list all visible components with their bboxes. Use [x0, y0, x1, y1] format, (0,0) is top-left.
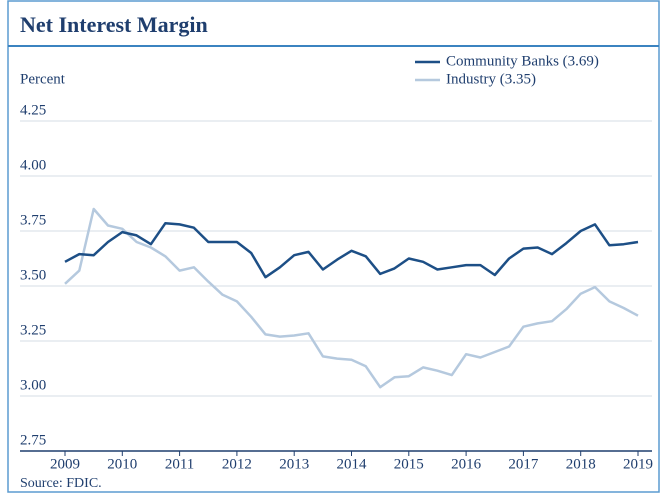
y-tick-label: 2.75: [20, 432, 46, 448]
x-tick-label: 2018: [566, 456, 596, 472]
series-line: [64, 222, 639, 279]
x-tick-label: 2011: [165, 456, 194, 472]
y-tick-label: 4.25: [20, 102, 46, 118]
x-tick-label: 2015: [394, 456, 424, 472]
y-tick-label: 3.50: [20, 267, 46, 283]
x-tick-label: 2017: [508, 456, 539, 472]
y-tick-label: 4.00: [20, 157, 46, 173]
x-tick-label: 2009: [50, 456, 80, 472]
source: Source: FDIC.: [20, 476, 102, 491]
x-tick-label: 2014: [337, 456, 368, 472]
x-tick-label: 2016: [451, 456, 482, 472]
y-tick-label: 3.75: [20, 212, 46, 228]
legend-label: Community Banks (3.69): [446, 53, 599, 69]
chart-title: Net Interest Margin: [20, 12, 208, 37]
y-axis-label: Percent: [20, 71, 66, 87]
x-tick-label: 2010: [107, 456, 137, 472]
x-tick-label: 2019: [623, 456, 653, 472]
y-tick-label: 3.00: [20, 377, 46, 393]
y-tick-label: 3.25: [20, 322, 46, 338]
legend-label: Industry (3.35): [446, 71, 536, 87]
frame: [7, 0, 660, 493]
x-tick-label: 2013: [279, 456, 309, 472]
series-line: [64, 207, 639, 389]
x-tick-label: 2012: [222, 456, 252, 472]
